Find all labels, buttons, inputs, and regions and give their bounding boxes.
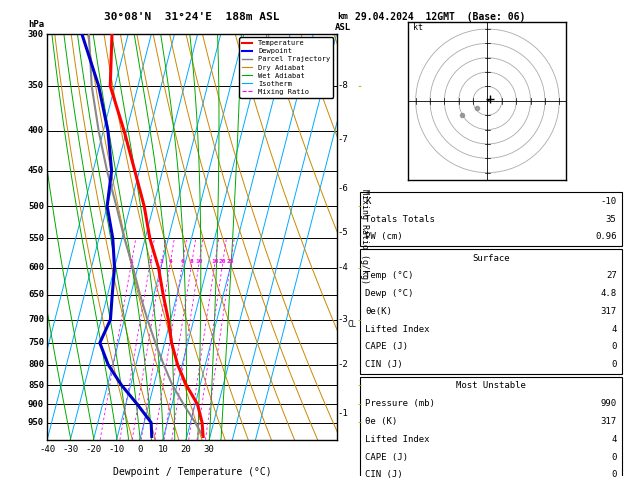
Text: θe (K): θe (K) [365, 417, 398, 426]
Text: 10: 10 [196, 260, 203, 264]
Bar [360, 192, 622, 246]
Text: 0: 0 [611, 470, 616, 479]
Text: -: - [358, 201, 362, 211]
Text: 20: 20 [219, 260, 226, 264]
Text: km
ASL: km ASL [335, 12, 351, 32]
Text: CAPE (J): CAPE (J) [365, 452, 408, 462]
Text: CAPE (J): CAPE (J) [365, 343, 408, 351]
Text: 3: 3 [160, 260, 164, 264]
Text: -1: -1 [338, 409, 348, 418]
Text: Lifted Index: Lifted Index [365, 325, 430, 334]
Text: -: - [358, 380, 362, 390]
Text: PW (cm): PW (cm) [365, 232, 403, 242]
Text: 317: 317 [601, 307, 616, 316]
Text: 6: 6 [181, 260, 185, 264]
Text: K: K [365, 197, 370, 206]
Text: 950: 950 [28, 418, 44, 427]
Text: 30: 30 [204, 445, 214, 454]
Text: 300: 300 [28, 30, 44, 38]
Text: Mixing Ratio (g/kg): Mixing Ratio (g/kg) [360, 190, 369, 284]
Text: 8: 8 [190, 260, 194, 264]
Text: -30: -30 [62, 445, 79, 454]
Text: 0: 0 [137, 445, 142, 454]
Text: -40: -40 [39, 445, 55, 454]
Text: -4: -4 [338, 263, 348, 272]
Text: 500: 500 [28, 202, 44, 211]
Text: 600: 600 [28, 263, 44, 272]
Text: 0: 0 [611, 452, 616, 462]
Text: CL: CL [348, 320, 357, 329]
Text: 350: 350 [28, 82, 44, 90]
Text: 1: 1 [130, 260, 133, 264]
Text: 4: 4 [611, 325, 616, 334]
Text: 0: 0 [611, 360, 616, 369]
Text: 317: 317 [601, 417, 616, 426]
Text: 400: 400 [28, 126, 44, 136]
Text: 20: 20 [181, 445, 191, 454]
Text: 2: 2 [148, 260, 152, 264]
Text: 990: 990 [601, 399, 616, 408]
Text: 30°08'N  31°24'E  188m ASL: 30°08'N 31°24'E 188m ASL [104, 12, 280, 22]
Text: -10: -10 [601, 197, 616, 206]
Text: Surface: Surface [472, 254, 509, 262]
Text: 800: 800 [28, 360, 44, 369]
Legend: Temperature, Dewpoint, Parcel Trajectory, Dry Adiabat, Wet Adiabat, Isotherm, Mi: Temperature, Dewpoint, Parcel Trajectory… [239, 37, 333, 98]
Text: 900: 900 [28, 400, 44, 409]
Text: -2: -2 [338, 360, 348, 369]
Text: -: - [358, 417, 362, 428]
Text: 25: 25 [227, 260, 235, 264]
Text: Most Unstable: Most Unstable [456, 382, 526, 390]
Bar [360, 249, 622, 374]
Text: hPa: hPa [28, 20, 44, 29]
Text: Temp (°C): Temp (°C) [365, 271, 414, 280]
Text: 27: 27 [606, 271, 616, 280]
Text: -10: -10 [109, 445, 125, 454]
Text: Totals Totals: Totals Totals [365, 215, 435, 224]
Text: -: - [358, 399, 362, 409]
Text: 700: 700 [28, 315, 44, 324]
Text: -20: -20 [86, 445, 101, 454]
Text: 16: 16 [211, 260, 219, 264]
Text: 750: 750 [28, 338, 44, 347]
Text: -3: -3 [338, 315, 348, 324]
Text: 0.96: 0.96 [595, 232, 616, 242]
Text: 4: 4 [169, 260, 172, 264]
Text: 29.04.2024  12GMT  (Base: 06): 29.04.2024 12GMT (Base: 06) [355, 12, 526, 22]
Bar [360, 377, 622, 484]
Text: 0: 0 [611, 343, 616, 351]
Text: -: - [358, 262, 362, 273]
Text: -5: -5 [338, 227, 348, 237]
Text: 4: 4 [611, 435, 616, 444]
Text: 35: 35 [606, 215, 616, 224]
Text: θe(K): θe(K) [365, 307, 392, 316]
Text: Lifted Index: Lifted Index [365, 435, 430, 444]
Text: Dewpoint / Temperature (°C): Dewpoint / Temperature (°C) [113, 467, 271, 477]
Text: -6: -6 [338, 184, 348, 193]
Text: -8: -8 [338, 82, 348, 90]
Text: -: - [358, 81, 362, 91]
Text: CIN (J): CIN (J) [365, 360, 403, 369]
Text: -7: -7 [338, 135, 348, 144]
Text: 550: 550 [28, 234, 44, 243]
Text: Pressure (mb): Pressure (mb) [365, 399, 435, 408]
Text: kt: kt [413, 23, 423, 33]
Text: -: - [358, 314, 362, 325]
Text: 650: 650 [28, 290, 44, 299]
Text: CIN (J): CIN (J) [365, 470, 403, 479]
Text: 4.8: 4.8 [601, 289, 616, 298]
Text: 450: 450 [28, 166, 44, 175]
Text: 850: 850 [28, 381, 44, 390]
Text: Dewp (°C): Dewp (°C) [365, 289, 414, 298]
Text: 10: 10 [157, 445, 169, 454]
